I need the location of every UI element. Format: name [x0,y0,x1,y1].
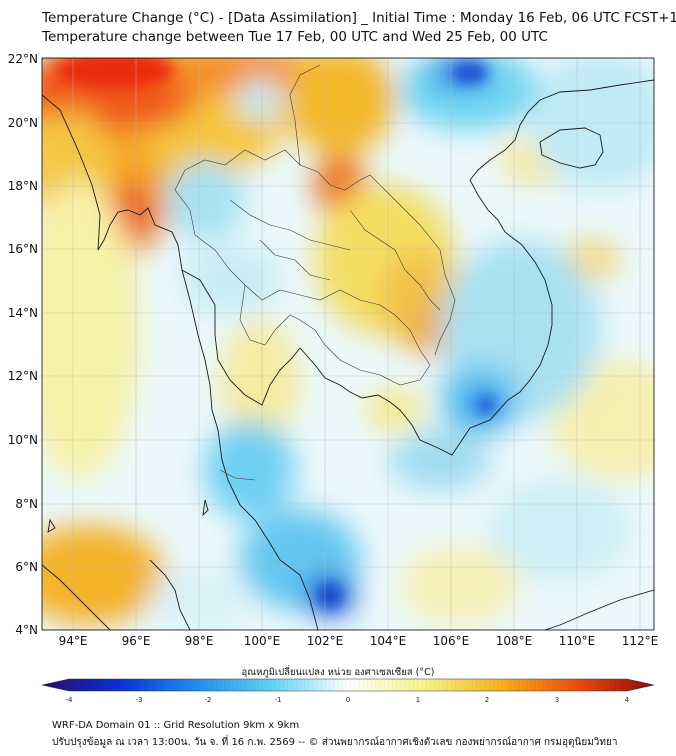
lat-label: 4°N [15,623,38,637]
longitude-labels: 94°E 96°E 98°E 100°E 102°E 104°E 106°E 1… [59,634,659,648]
temperature-field [42,58,654,630]
lat-label: 16°N [8,242,38,256]
colorbar-tick: 3 [555,696,559,704]
latitude-labels: 22°N 20°N 18°N 16°N 14°N 12°N 10°N 8°N 6… [8,52,38,637]
lat-label: 20°N [8,116,38,130]
colorbar-ticks: -4 -3 -2 -1 0 1 2 3 4 [66,696,630,704]
lat-label: 12°N [8,369,38,383]
lon-label: 94°E [59,634,88,648]
lon-label: 100°E [244,634,281,648]
footer-model-info: WRF-DA Domain 01 :: Grid Resolution 9km … [52,720,300,731]
colorbar-tick: -3 [136,696,143,704]
lat-label: 8°N [15,497,38,511]
lon-label: 110°E [559,634,596,648]
colorbar-tick: -4 [66,696,74,704]
coastlines [42,79,654,630]
lon-label: 102°E [307,634,344,648]
lon-label: 108°E [496,634,533,648]
colorbar: -4 -3 -2 -1 0 1 2 3 4 [41,678,655,704]
map-title: Temperature Change (°C) - [Data Assimila… [42,10,676,26]
grid-lines [42,58,654,630]
colorbar-tick: -2 [205,696,212,704]
colorbar-tick: 0 [346,696,350,704]
colorbar-tick: -1 [275,696,282,704]
country-borders [174,64,456,481]
colorbar-title: อุณหภูมิเปลี่ยนแปลง หน่วย องศาเซลเซียส (… [241,667,435,678]
lon-label: 104°E [370,634,407,648]
map-subtitle: Temperature change between Tue 17 Feb, 0… [42,29,548,45]
colorbar-tick: 4 [625,696,630,704]
lat-label: 10°N [8,433,38,447]
lon-label: 96°E [122,634,151,648]
footer-credit: ปรับปรุงข้อมูล ณ เวลา 13:00น. วัน จ. ที่… [52,737,618,748]
map-frame [41,57,655,631]
lat-label: 18°N [8,179,38,193]
temperature-change-map: 22°N 20°N 18°N 16°N 14°N 12°N 10°N 8°N 6… [8,52,659,648]
lat-label: 6°N [15,560,38,574]
lat-label: 14°N [8,306,38,320]
lon-label: 106°E [433,634,470,648]
colorbar-tick: 2 [485,696,489,704]
lat-label: 22°N [8,52,38,66]
lon-label: 112°E [622,634,659,648]
lon-label: 98°E [185,634,214,648]
colorbar-tick: 1 [416,696,420,704]
